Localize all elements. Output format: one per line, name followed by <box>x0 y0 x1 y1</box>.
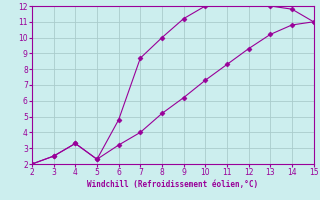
X-axis label: Windchill (Refroidissement éolien,°C): Windchill (Refroidissement éolien,°C) <box>87 180 258 189</box>
